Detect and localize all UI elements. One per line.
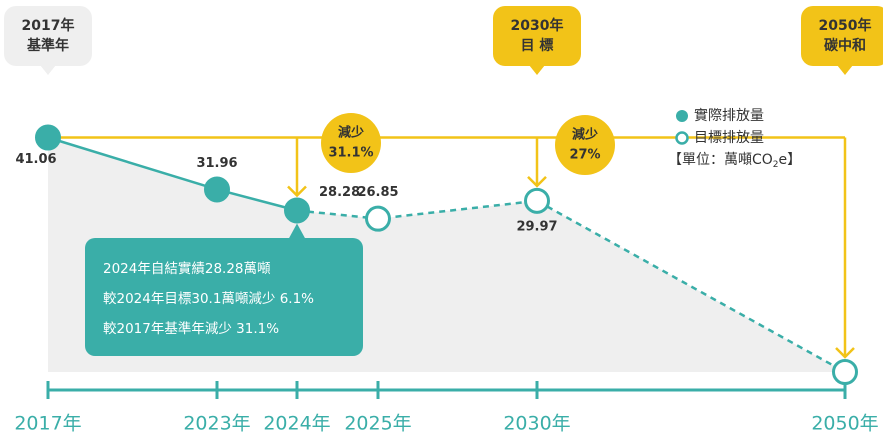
milestone-badge <box>493 6 581 66</box>
actual-point <box>284 197 310 224</box>
x-tick-label: 2023年 <box>183 413 250 435</box>
actual-point <box>204 176 230 203</box>
unit-label: 【單位：萬噸CO2e】 <box>668 152 801 170</box>
x-tick-label: 2030年 <box>503 413 570 435</box>
reduction-bubble <box>321 113 381 173</box>
reduction-value: 27% <box>569 148 600 163</box>
milestone-year: 2050年 <box>819 17 872 34</box>
legend-label: 目標排放量 <box>694 130 764 146</box>
unit-prefix: 【單位：萬噸CO <box>668 152 773 168</box>
actual-point <box>35 124 61 151</box>
badge-pointer <box>837 65 853 75</box>
legend-marker <box>675 131 689 145</box>
milestone-year: 2030年 <box>511 17 564 34</box>
data-label: 29.97 <box>516 219 557 234</box>
milestone-label: 基準年 <box>27 37 69 54</box>
badge-pointer <box>40 65 56 75</box>
reduction-label: 減少 <box>572 127 598 143</box>
milestone-label: 碳中和 <box>824 37 866 54</box>
milestone-label: 目 標 <box>521 37 554 54</box>
milestone-year: 2017年 <box>22 17 75 34</box>
data-label: 28.28 <box>319 185 360 200</box>
arrow-head <box>527 175 547 188</box>
unit-suffix: e】 <box>779 152 802 168</box>
target-point <box>832 359 858 385</box>
x-tick-label: 2017年 <box>14 413 81 435</box>
arrow-head <box>287 185 307 198</box>
target-point <box>524 187 550 214</box>
callout-text: 較2017年基準年減少 31.1% <box>103 320 279 337</box>
data-label: 31.96 <box>196 156 237 171</box>
milestone-badge <box>801 6 883 66</box>
reduction-value: 31.1% <box>328 146 373 161</box>
arrow-head <box>835 347 855 359</box>
target-point <box>365 205 391 232</box>
legend-label: 實際排放量 <box>694 107 764 124</box>
data-label: 41.06 <box>15 152 56 167</box>
x-tick-label: 2025年 <box>344 413 411 435</box>
legend-marker <box>676 110 688 122</box>
milestone-badge <box>4 6 92 66</box>
badge-pointer <box>529 65 545 75</box>
unit-sub: 2 <box>773 160 779 170</box>
callout-text: 較2024年目標30.1萬噸減少 6.1% <box>103 290 314 307</box>
reduction-bubble <box>555 115 615 175</box>
x-tick-label: 2050年 <box>811 413 878 435</box>
callout-pointer <box>288 223 306 240</box>
x-tick-label: 2024年 <box>263 413 330 435</box>
data-label: 26.85 <box>357 185 398 200</box>
callout-box <box>85 238 363 356</box>
callout-text: 2024年自結實績28.28萬噸 <box>103 260 271 277</box>
reduction-label: 減少 <box>338 125 364 141</box>
